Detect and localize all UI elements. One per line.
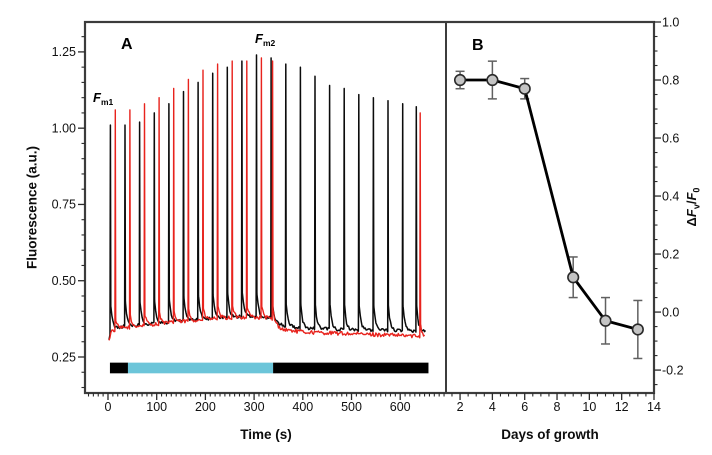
x-tick-label: 10 <box>582 400 596 414</box>
y-tick-label: 1.0 <box>662 15 679 29</box>
y-tick-label: 1.00 <box>52 121 76 135</box>
data-point-day-6 <box>518 82 531 95</box>
light-bar-segment-0 <box>109 362 128 374</box>
x-tick-label: 400 <box>292 400 313 414</box>
y-tick-label: 0.75 <box>52 198 76 212</box>
y-tick-label: 0.25 <box>52 350 76 364</box>
panel-b-y-axis-title: ΔFv/F0 <box>684 188 702 227</box>
x-tick-label: 0 <box>105 400 112 414</box>
panel-b-x-axis-title: Days of growth <box>501 427 599 442</box>
y-tick-label: 0.8 <box>662 73 679 87</box>
x-tick-label: 12 <box>615 400 629 414</box>
red-trace <box>108 57 426 341</box>
x-tick-label: 4 <box>489 400 496 414</box>
x-tick-label: 14 <box>647 400 661 414</box>
x-tick-label: 200 <box>195 400 216 414</box>
annotation-fm2-sub: m2 <box>262 37 276 48</box>
data-point-day-9 <box>567 271 580 284</box>
x-tick-label: 100 <box>146 400 167 414</box>
panel-b-data-line <box>460 78 639 331</box>
data-point-day-2 <box>453 73 467 87</box>
panel-a-y-axis-title: Fluorescence (a.u.) <box>24 145 40 270</box>
y-tick-label: 1.25 <box>52 45 76 59</box>
annotation-fm1-main: F <box>93 90 101 105</box>
x-tick-label: 6 <box>521 400 528 414</box>
x-tick-label: 300 <box>244 400 265 414</box>
x-tick-label: 8 <box>554 400 561 414</box>
data-point-day-11 <box>599 314 612 327</box>
light-bar-segment-1 <box>127 362 274 374</box>
y-tick-label: 0.4 <box>662 189 679 203</box>
panel-a-label: A <box>121 36 133 53</box>
data-point-day-4 <box>486 73 499 87</box>
plot-frame <box>83 20 656 395</box>
x-tick-label: 600 <box>390 400 411 414</box>
y-tick-label: 0.50 <box>52 274 76 288</box>
annotation-fm2: Fm2 <box>255 31 275 48</box>
annotation-fm2-main: F <box>255 31 263 46</box>
panel-b-label: B <box>472 37 484 54</box>
annotation-fm1: Fm1 <box>93 90 113 107</box>
y-tick-label: 0.0 <box>662 305 679 319</box>
data-point-day-13 <box>631 323 644 336</box>
x-tick-label: 2 <box>457 400 464 414</box>
black-trace <box>108 54 427 340</box>
annotation-fm1-sub: m1 <box>100 96 114 107</box>
panel-a-x-axis-title: Time (s) <box>240 427 292 442</box>
y-tick-label: 0.6 <box>662 131 679 145</box>
y-tick-label: -0.2 <box>662 363 684 377</box>
x-tick-label: 500 <box>341 400 362 414</box>
y-tick-label: 0.2 <box>662 247 679 261</box>
light-bar-segment-2 <box>273 362 429 374</box>
